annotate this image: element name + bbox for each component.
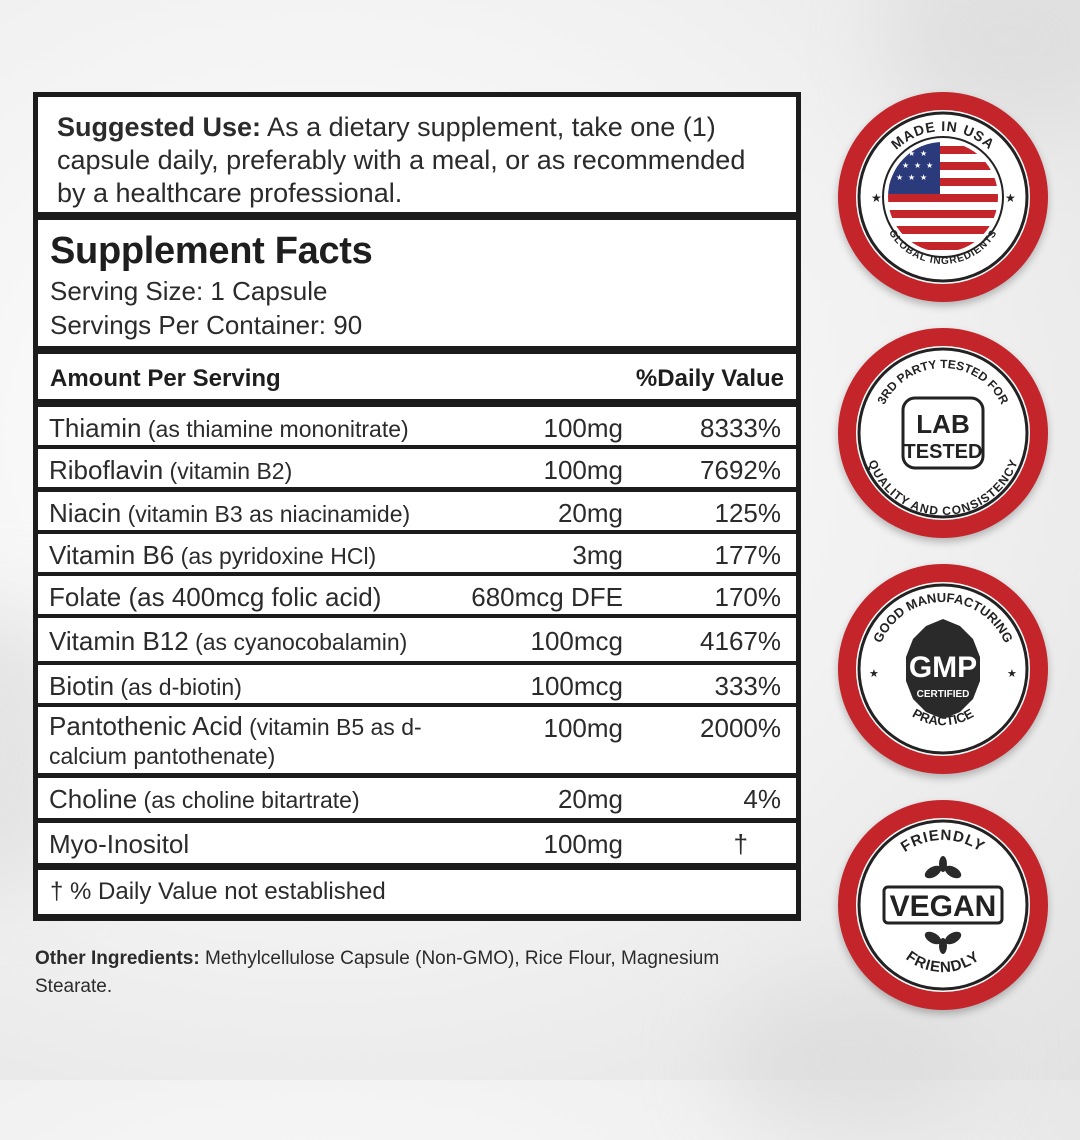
- nutrient-name: Niacin (vitamin B3 as niacinamide): [49, 498, 411, 528]
- facts-title: Supplement Facts: [50, 230, 373, 272]
- made-in-usa-badge: MADE IN USA GLOBAL INGREDIENTS ★ ★ ★ ★ ★ ★ ★…: [838, 92, 1048, 302]
- nutrient-daily-value: 4%: [743, 784, 781, 814]
- nutrient-daily-value: 170%: [714, 582, 782, 612]
- footnote: † % Daily Value not established: [50, 878, 386, 905]
- table-row: Folate (as 400mcg folic acid) 680mcg DFE…: [38, 576, 796, 614]
- lab-tested-badge: 3RD PARTY TESTED FOR QUALITY AND CONSIST…: [838, 328, 1048, 538]
- svg-text:CERTIFIED: CERTIFIED: [917, 689, 970, 700]
- nutrient-name: Pantothenic Acid (vitamin B5 as d-calciu…: [49, 711, 422, 769]
- table-row: Vitamin B12 (as cyanocobalamin) 100mcg 4…: [38, 618, 796, 661]
- nutrient-amount: 680mcg DFE: [471, 582, 623, 612]
- footnote-box: † % Daily Value not established: [38, 870, 796, 914]
- table-row: Pantothenic Acid (vitamin B5 as d-calciu…: [38, 707, 796, 773]
- header-amount-per-serving: Amount Per Serving: [50, 365, 281, 392]
- nutrient-daily-value: 333%: [714, 671, 782, 701]
- nutrient-name: Biotin (as d-biotin): [49, 671, 242, 701]
- svg-text:FRIENDLY: FRIENDLY: [898, 827, 988, 856]
- svg-text:★: ★: [908, 149, 915, 158]
- serving-size: Serving Size: 1 Capsule: [50, 276, 328, 306]
- table-row: Niacin (vitamin B3 as niacinamide) 20mg …: [38, 492, 796, 530]
- svg-text:★: ★: [926, 161, 933, 170]
- facts-header-box: Supplement Facts Serving Size: 1 Capsule…: [38, 220, 796, 346]
- other-ingredients-label: Other Ingredients:: [35, 948, 200, 969]
- table-row: Choline (as choline bitartrate) 20mg 4%: [38, 778, 796, 818]
- table-header: Amount Per Serving %Daily Value: [38, 354, 796, 399]
- svg-text:★: ★: [908, 173, 915, 182]
- vegan-icon: FRIENDLY FRIENDLY VEGAN: [857, 819, 1029, 991]
- nutrient-amount: 100mcg: [530, 626, 624, 656]
- nutrient-amount: 100mg: [543, 455, 624, 485]
- svg-text:GMP: GMP: [909, 651, 977, 684]
- nutrient-daily-value: 8333%: [700, 413, 781, 443]
- svg-text:VEGAN: VEGAN: [890, 890, 997, 923]
- table-row: Biotin (as d-biotin) 100mcg 333%: [38, 665, 796, 703]
- nutrient-amount: 100mg: [543, 713, 624, 743]
- nutrient-name: Myo-Inositol: [49, 829, 190, 859]
- svg-text:TESTED: TESTED: [904, 441, 983, 463]
- nutrient-name: Vitamin B12 (as cyanocobalamin): [49, 626, 408, 656]
- servings-per-container: Servings Per Container: 90: [50, 310, 363, 340]
- svg-text:★: ★: [920, 149, 927, 158]
- nutrient-daily-value: †: [733, 829, 748, 859]
- table-row: Myo-Inositol 100mg †: [38, 823, 796, 863]
- svg-text:★: ★: [1007, 667, 1017, 680]
- table-row: Riboflavin (vitamin B2) 100mg 7692%: [38, 449, 796, 487]
- vegan-badge: FRIENDLY FRIENDLY VEGAN: [838, 800, 1048, 1010]
- nutrient-amount: 20mg: [557, 498, 623, 528]
- nutrient-daily-value: 177%: [714, 540, 782, 570]
- nutrient-amount: 20mg: [557, 784, 623, 814]
- table-row: Vitamin B6 (as pyridoxine HCl) 3mg 177%: [38, 534, 796, 572]
- nutrient-name: Choline (as choline bitartrate): [49, 784, 360, 814]
- nutrient-amount: 3mg: [572, 540, 623, 570]
- svg-text:★: ★: [920, 173, 927, 182]
- nutrient-name: Riboflavin (vitamin B2): [49, 455, 293, 485]
- suggested-use-label: Suggested Use:: [57, 112, 262, 142]
- nutrient-daily-value: 125%: [714, 498, 782, 528]
- suggested-use-body: As a dietary supplement, take one (1) ca…: [57, 112, 746, 208]
- other-ingredients: Other Ingredients: Methylcellulose Capsu…: [35, 945, 735, 1001]
- gmp-badge: GOOD MANUFACTURING PRACTICE GMP CERTIFIE…: [838, 564, 1048, 774]
- other-ingredients-text: Methylcellulose Capsule (Non-GMO), Rice …: [35, 948, 720, 997]
- nutrient-name: Thiamin (as thiamine mononitrate): [49, 413, 409, 443]
- nutrient-daily-value: 4167%: [700, 626, 781, 656]
- header-daily-value: %Daily Value: [635, 365, 784, 392]
- nutrient-amount: 100mg: [543, 829, 624, 859]
- table-row: Thiamin (as thiamine mononitrate) 100mg …: [38, 407, 796, 445]
- nutrient-name: Vitamin B6 (as pyridoxine HCl): [49, 540, 377, 570]
- gmp-icon: GOOD MANUFACTURING PRACTICE GMP CERTIFIE…: [857, 583, 1029, 755]
- svg-text:★: ★: [1005, 191, 1016, 205]
- svg-text:★: ★: [914, 161, 921, 170]
- svg-text:★: ★: [871, 191, 882, 205]
- nutrient-daily-value: 7692%: [700, 455, 781, 485]
- nutrient-name: Folate (as 400mcg folic acid): [49, 582, 382, 612]
- svg-text:★: ★: [902, 161, 909, 170]
- leaf-icon: [924, 856, 962, 954]
- svg-text:LAB: LAB: [916, 409, 969, 439]
- supplement-facts-panel: Suggested Use: As a dietary supplement, …: [33, 92, 801, 921]
- svg-text:★: ★: [869, 667, 879, 680]
- nutrient-amount: 100mg: [543, 413, 624, 443]
- suggested-use-text: Suggested Use: As a dietary supplement, …: [57, 111, 766, 210]
- made-in-usa-icon: MADE IN USA GLOBAL INGREDIENTS ★ ★ ★ ★ ★ ★ ★…: [857, 111, 1029, 283]
- nutrient-amount: 100mcg: [530, 671, 624, 701]
- nutrient-daily-value: 2000%: [700, 713, 781, 743]
- suggested-use-box: Suggested Use: As a dietary supplement, …: [38, 97, 796, 212]
- svg-text:★: ★: [896, 173, 903, 182]
- lab-tested-icon: 3RD PARTY TESTED FOR QUALITY AND CONSIST…: [857, 347, 1029, 519]
